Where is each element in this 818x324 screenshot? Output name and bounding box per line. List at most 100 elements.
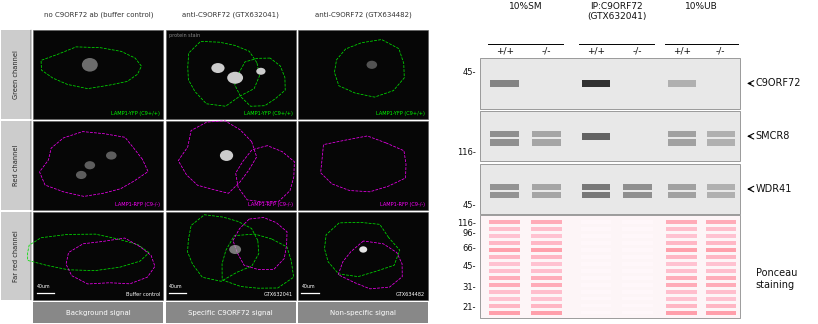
Bar: [622, 227, 653, 231]
Bar: [581, 290, 611, 294]
Bar: [489, 220, 520, 224]
Text: Background signal: Background signal: [66, 310, 131, 316]
Bar: [706, 241, 736, 245]
Bar: [491, 131, 519, 137]
Ellipse shape: [106, 151, 117, 160]
Bar: [531, 311, 562, 315]
Bar: [531, 255, 562, 259]
Text: 21-: 21-: [462, 303, 476, 312]
Bar: [706, 262, 736, 266]
Bar: [581, 283, 611, 286]
Text: Ponceau
staining: Ponceau staining: [756, 268, 798, 290]
Bar: [707, 139, 735, 145]
Bar: [622, 276, 653, 280]
Bar: [706, 311, 736, 315]
Ellipse shape: [256, 68, 266, 75]
Bar: [667, 234, 697, 238]
Bar: [667, 80, 696, 87]
Bar: [706, 297, 736, 301]
Bar: [489, 276, 520, 280]
Bar: [623, 184, 652, 190]
Text: 96-: 96-: [462, 229, 476, 238]
Bar: [581, 241, 611, 245]
Bar: [622, 297, 653, 300]
Bar: [582, 133, 610, 140]
Text: C9ORF72: C9ORF72: [756, 78, 802, 88]
Text: 116-: 116-: [457, 219, 476, 228]
Bar: [581, 227, 611, 231]
Bar: [622, 304, 653, 307]
Bar: [581, 297, 611, 300]
Bar: [667, 283, 697, 287]
Bar: [667, 290, 697, 294]
Bar: [531, 241, 562, 245]
Text: 10%UB: 10%UB: [685, 2, 717, 11]
Ellipse shape: [227, 72, 243, 84]
Bar: [166, 212, 296, 300]
Text: -/-: -/-: [632, 47, 642, 56]
Bar: [489, 255, 520, 259]
Bar: [531, 297, 562, 301]
Bar: [622, 262, 653, 266]
Bar: [34, 212, 164, 300]
Bar: [706, 283, 736, 287]
Bar: [581, 248, 611, 252]
Ellipse shape: [366, 61, 377, 69]
Bar: [533, 139, 560, 145]
Text: SMCR8: SMCR8: [756, 131, 790, 141]
Ellipse shape: [76, 171, 87, 179]
Text: 10%SM: 10%SM: [509, 2, 542, 11]
Bar: [622, 283, 653, 286]
Bar: [667, 241, 697, 245]
Bar: [667, 311, 697, 315]
Bar: [531, 269, 562, 273]
Bar: [622, 311, 653, 314]
Bar: [667, 297, 697, 301]
Text: Specific C9ORF72 signal: Specific C9ORF72 signal: [188, 310, 273, 316]
Ellipse shape: [220, 150, 233, 161]
Bar: [531, 234, 562, 238]
Bar: [667, 131, 696, 137]
Bar: [622, 241, 653, 245]
Text: +/+: +/+: [496, 47, 514, 56]
Bar: [667, 304, 697, 308]
Bar: [706, 220, 736, 224]
Bar: [489, 248, 520, 252]
Bar: [622, 248, 653, 252]
Bar: [2, 30, 31, 119]
Bar: [667, 220, 697, 224]
Bar: [622, 290, 653, 294]
Text: anti-C9ORF72 (GTX634482): anti-C9ORF72 (GTX634482): [315, 11, 411, 18]
Bar: [299, 121, 428, 210]
Text: 66-: 66-: [462, 244, 476, 253]
Bar: [667, 276, 697, 280]
Bar: [489, 290, 520, 294]
Bar: [531, 290, 562, 294]
Bar: [581, 234, 611, 238]
Text: +/+: +/+: [672, 47, 690, 56]
Bar: [581, 262, 611, 266]
Text: Red channel: Red channel: [13, 145, 19, 186]
Bar: [706, 248, 736, 252]
Text: 31-: 31-: [462, 283, 476, 292]
Bar: [706, 276, 736, 280]
Bar: [667, 139, 696, 145]
Bar: [706, 255, 736, 259]
Bar: [489, 262, 520, 266]
Bar: [166, 302, 296, 323]
Text: GTX632041: GTX632041: [263, 293, 293, 297]
Bar: [582, 80, 610, 87]
Bar: [480, 58, 740, 109]
Bar: [489, 297, 520, 301]
Text: no C9ORF72 ab (buffer control): no C9ORF72 ab (buffer control): [43, 11, 153, 18]
Text: Far red channel: Far red channel: [13, 230, 19, 282]
Bar: [533, 131, 560, 137]
Text: -/-: -/-: [542, 47, 551, 56]
Bar: [706, 290, 736, 294]
Bar: [582, 192, 610, 198]
Bar: [531, 276, 562, 280]
Text: WDR41: WDR41: [756, 184, 792, 194]
Bar: [531, 283, 562, 287]
Bar: [489, 283, 520, 287]
Bar: [707, 131, 735, 137]
